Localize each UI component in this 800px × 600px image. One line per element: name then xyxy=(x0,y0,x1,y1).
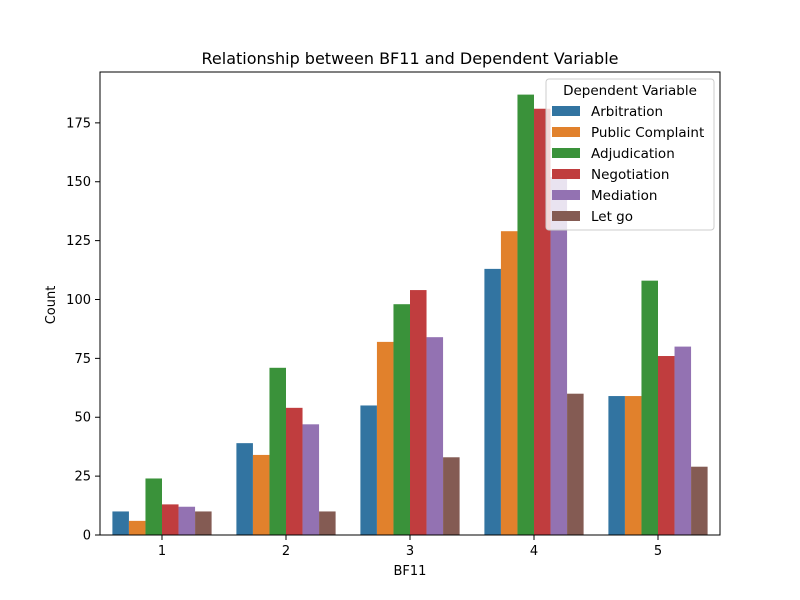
y-tick-label: 25 xyxy=(74,470,91,485)
legend-swatch-adjudication xyxy=(552,148,580,158)
legend-label-public-complaint: Public Complaint xyxy=(591,125,704,141)
x-tick-label: 3 xyxy=(406,544,414,559)
legend-swatch-negotiation xyxy=(552,169,580,179)
x-axis-label: BF11 xyxy=(394,564,427,579)
bar-negotiation-2 xyxy=(286,407,303,535)
legend-swatch-mediation xyxy=(552,190,580,200)
legend-swatch-arbitration xyxy=(552,106,580,116)
y-tick-label: 125 xyxy=(66,234,91,249)
x-tick-label: 4 xyxy=(530,544,538,559)
bar-mediation-3 xyxy=(426,337,444,535)
bar-negotiation-1 xyxy=(162,504,179,535)
bar-adjudication-4 xyxy=(517,94,534,536)
bar-let-go-1 xyxy=(195,511,212,535)
bar-public-complaint-1 xyxy=(128,520,146,535)
bar-let-go-2 xyxy=(319,511,336,535)
legend-label-arbitration: Arbitration xyxy=(591,104,663,120)
bar-public-complaint-4 xyxy=(500,231,518,535)
bar-public-complaint-2 xyxy=(252,454,270,535)
y-tick-label: 100 xyxy=(66,293,91,308)
legend-swatch-let-go xyxy=(552,211,580,221)
bar-adjudication-3 xyxy=(393,304,410,535)
bar-adjudication-5 xyxy=(641,280,658,535)
bar-public-complaint-3 xyxy=(376,341,394,535)
y-tick-label: 150 xyxy=(66,175,91,190)
bar-let-go-3 xyxy=(443,457,460,535)
bar-let-go-5 xyxy=(691,466,708,535)
chart-title: Relationship between BF11 and Dependent … xyxy=(202,49,619,68)
bar-negotiation-5 xyxy=(658,356,675,535)
bar-mediation-5 xyxy=(674,346,692,535)
x-tick-label: 5 xyxy=(654,544,662,559)
bar-public-complaint-5 xyxy=(624,396,642,535)
legend-title: Dependent Variable xyxy=(563,83,697,99)
y-tick-label: 175 xyxy=(66,116,91,131)
legend-box xyxy=(545,78,715,231)
legend-label-let-go: Let go xyxy=(591,209,633,225)
legend-swatch-public-complaint xyxy=(552,127,580,137)
bars-group xyxy=(112,94,708,536)
y-tick-label: 75 xyxy=(74,352,91,367)
bar-mediation-4 xyxy=(550,177,568,535)
bar-mediation-2 xyxy=(302,424,320,535)
legend-label-adjudication: Adjudication xyxy=(591,146,675,162)
legend-label-negotiation: Negotiation xyxy=(591,167,669,183)
bar-negotiation-3 xyxy=(410,290,427,535)
bar-adjudication-2 xyxy=(269,367,286,535)
bar-arbitration-1 xyxy=(112,511,129,535)
y-tick-label: 50 xyxy=(74,411,91,426)
x-tick-label: 2 xyxy=(282,544,290,559)
bar-arbitration-4 xyxy=(484,268,501,535)
bar-arbitration-2 xyxy=(236,443,253,535)
legend: Dependent Variable Arbitration Public Comp… xyxy=(545,78,715,231)
bar-arbitration-5 xyxy=(608,396,625,535)
axes-group: 0 25 50 75 100 125 150 175 1 2 3 4 5 xyxy=(66,71,721,559)
y-axis-label: Count xyxy=(44,286,59,325)
bar-mediation-1 xyxy=(178,506,196,535)
bar-let-go-4 xyxy=(567,393,584,535)
bar-arbitration-3 xyxy=(360,405,377,535)
legend-label-mediation: Mediation xyxy=(591,188,657,204)
x-tick-label: 1 xyxy=(158,544,166,559)
y-tick-label: 0 xyxy=(83,529,91,544)
bar-adjudication-1 xyxy=(145,478,162,535)
